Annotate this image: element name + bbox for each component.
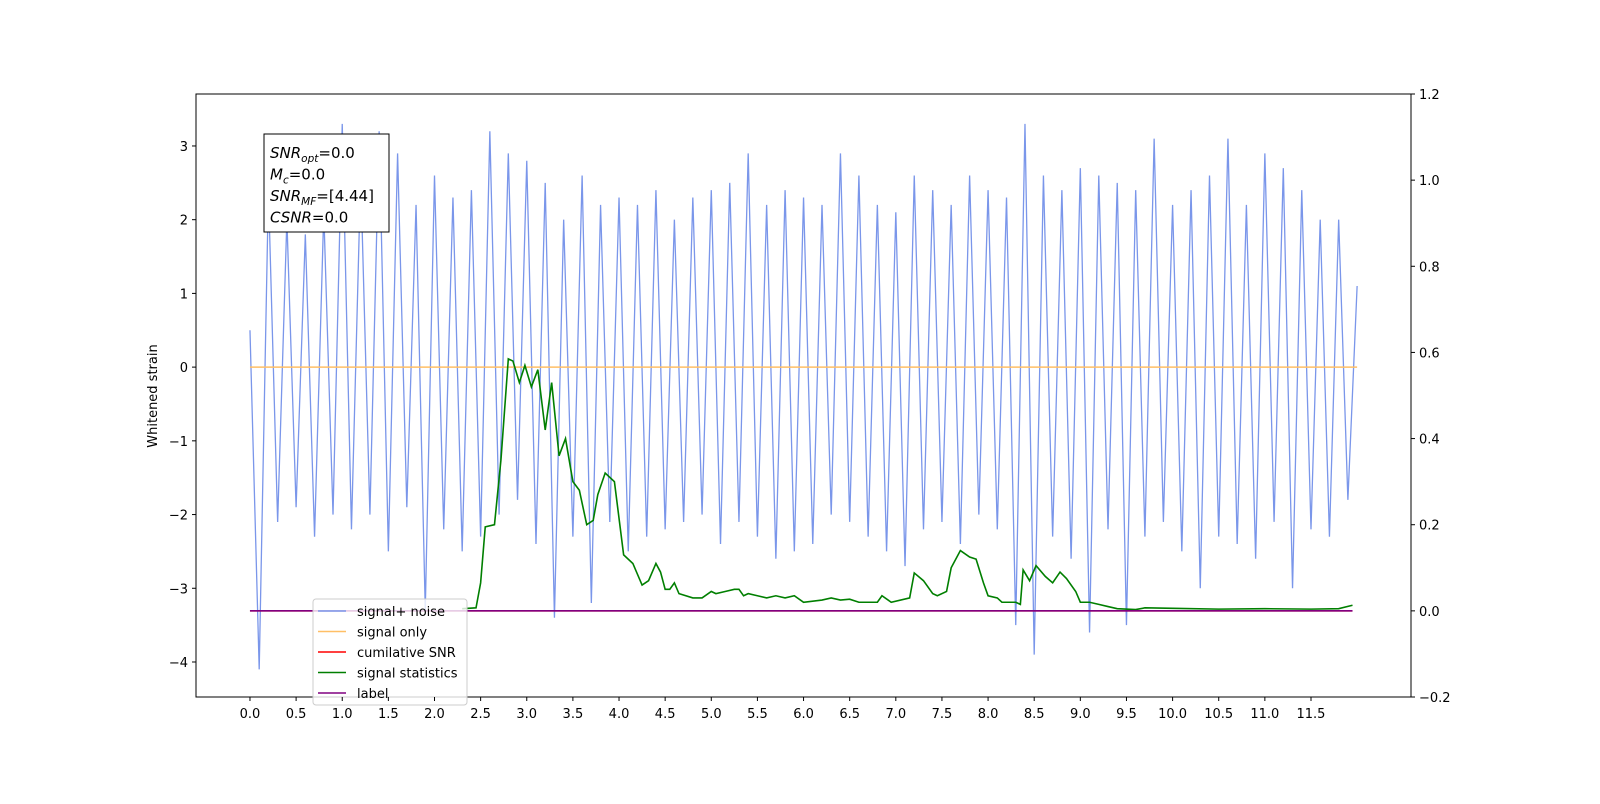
annotation-subscript: c — [283, 175, 289, 187]
annotation-line: Mc=0.0 — [270, 166, 325, 187]
x-tick-label: 3.5 — [563, 707, 584, 722]
annotation-value: =0.0 — [318, 144, 354, 162]
x-tick-label: 8.5 — [1024, 707, 1045, 722]
annotation-symbol: CSNR — [270, 209, 312, 227]
x-tick-label: 10.5 — [1204, 707, 1233, 722]
x-tick-label: 2.0 — [424, 707, 445, 722]
x-tick-label: 5.0 — [701, 707, 722, 722]
series-line — [249, 123, 1358, 670]
y-tick-label: 0 — [180, 361, 188, 376]
annotation-symbol: M — [270, 166, 283, 184]
legend-label: signal+ noise — [357, 605, 445, 620]
annotation-symbol: SNR — [270, 144, 301, 162]
annotation-line: SNRopt=0.0 — [270, 144, 355, 165]
series-line — [462, 357, 1353, 611]
x-tick-label: 8.0 — [978, 707, 999, 722]
annotation-symbol: SNR — [270, 187, 301, 205]
y2-tick-label: 0.8 — [1419, 260, 1440, 275]
x-tick-label: 2.5 — [470, 707, 491, 722]
annotation-value: =0.0 — [289, 166, 325, 184]
y-axis-label: Whitened strain — [146, 344, 161, 447]
x-tick-label: 4.0 — [609, 707, 630, 722]
y-tick-label: −1 — [169, 435, 188, 450]
x-tick-label: 11.5 — [1297, 707, 1326, 722]
legend-frame — [312, 598, 468, 706]
annotation-value: =0.0 — [312, 209, 348, 227]
y-tick-label: −2 — [169, 509, 188, 524]
x-tick-label: 11.0 — [1250, 707, 1279, 722]
y2-tick-label: 0.0 — [1419, 605, 1440, 620]
y2-tick-label: 0.2 — [1419, 519, 1440, 534]
y2-tick-label: −0.2 — [1419, 691, 1451, 706]
legend-label: label — [357, 687, 388, 702]
x-tick-label: 1.5 — [378, 707, 399, 722]
y-tick-label: 2 — [180, 214, 188, 229]
annotation-value: =[4.44] — [316, 187, 374, 205]
x-tick-label: 7.0 — [885, 707, 906, 722]
x-tick-label: 4.5 — [655, 707, 676, 722]
x-tick-label: 7.5 — [932, 707, 953, 722]
x-tick-label: 6.5 — [839, 707, 860, 722]
x-tick-label: 3.0 — [516, 707, 537, 722]
x-tick-label: 9.0 — [1070, 707, 1091, 722]
legend-label: signal only — [357, 626, 427, 641]
x-tick-label: 0.0 — [240, 707, 261, 722]
y-tick-label: −4 — [169, 656, 188, 671]
y2-tick-label: 1.2 — [1419, 88, 1440, 103]
x-tick-label: 1.0 — [332, 707, 353, 722]
annotation-line: SNRMF=[4.44] — [270, 187, 374, 208]
annotation-subscript: MF — [301, 196, 317, 208]
y-tick-label: 1 — [180, 287, 188, 302]
y-tick-label: −3 — [169, 582, 188, 597]
annotation-subscript: opt — [301, 153, 319, 165]
annotation-frame — [263, 133, 390, 233]
x-tick-label: 0.5 — [286, 707, 307, 722]
annotation-line: CSNR=0.0 — [270, 209, 348, 227]
y2-tick-label: 0.4 — [1419, 433, 1440, 448]
x-tick-label: 9.5 — [1116, 707, 1137, 722]
x-tick-label: 10.0 — [1158, 707, 1187, 722]
legend: signal+ noise signal only cumilative SNR si… — [312, 598, 468, 706]
x-tick-label: 6.0 — [793, 707, 814, 722]
y2-tick-label: 1.0 — [1419, 174, 1440, 189]
legend-label: signal statistics — [357, 667, 458, 682]
y2-tick-label: 0.6 — [1419, 346, 1440, 361]
legend-label: cumilative SNR — [357, 646, 456, 661]
x-tick-label: 5.5 — [747, 707, 768, 722]
y-tick-label: 3 — [180, 140, 188, 155]
